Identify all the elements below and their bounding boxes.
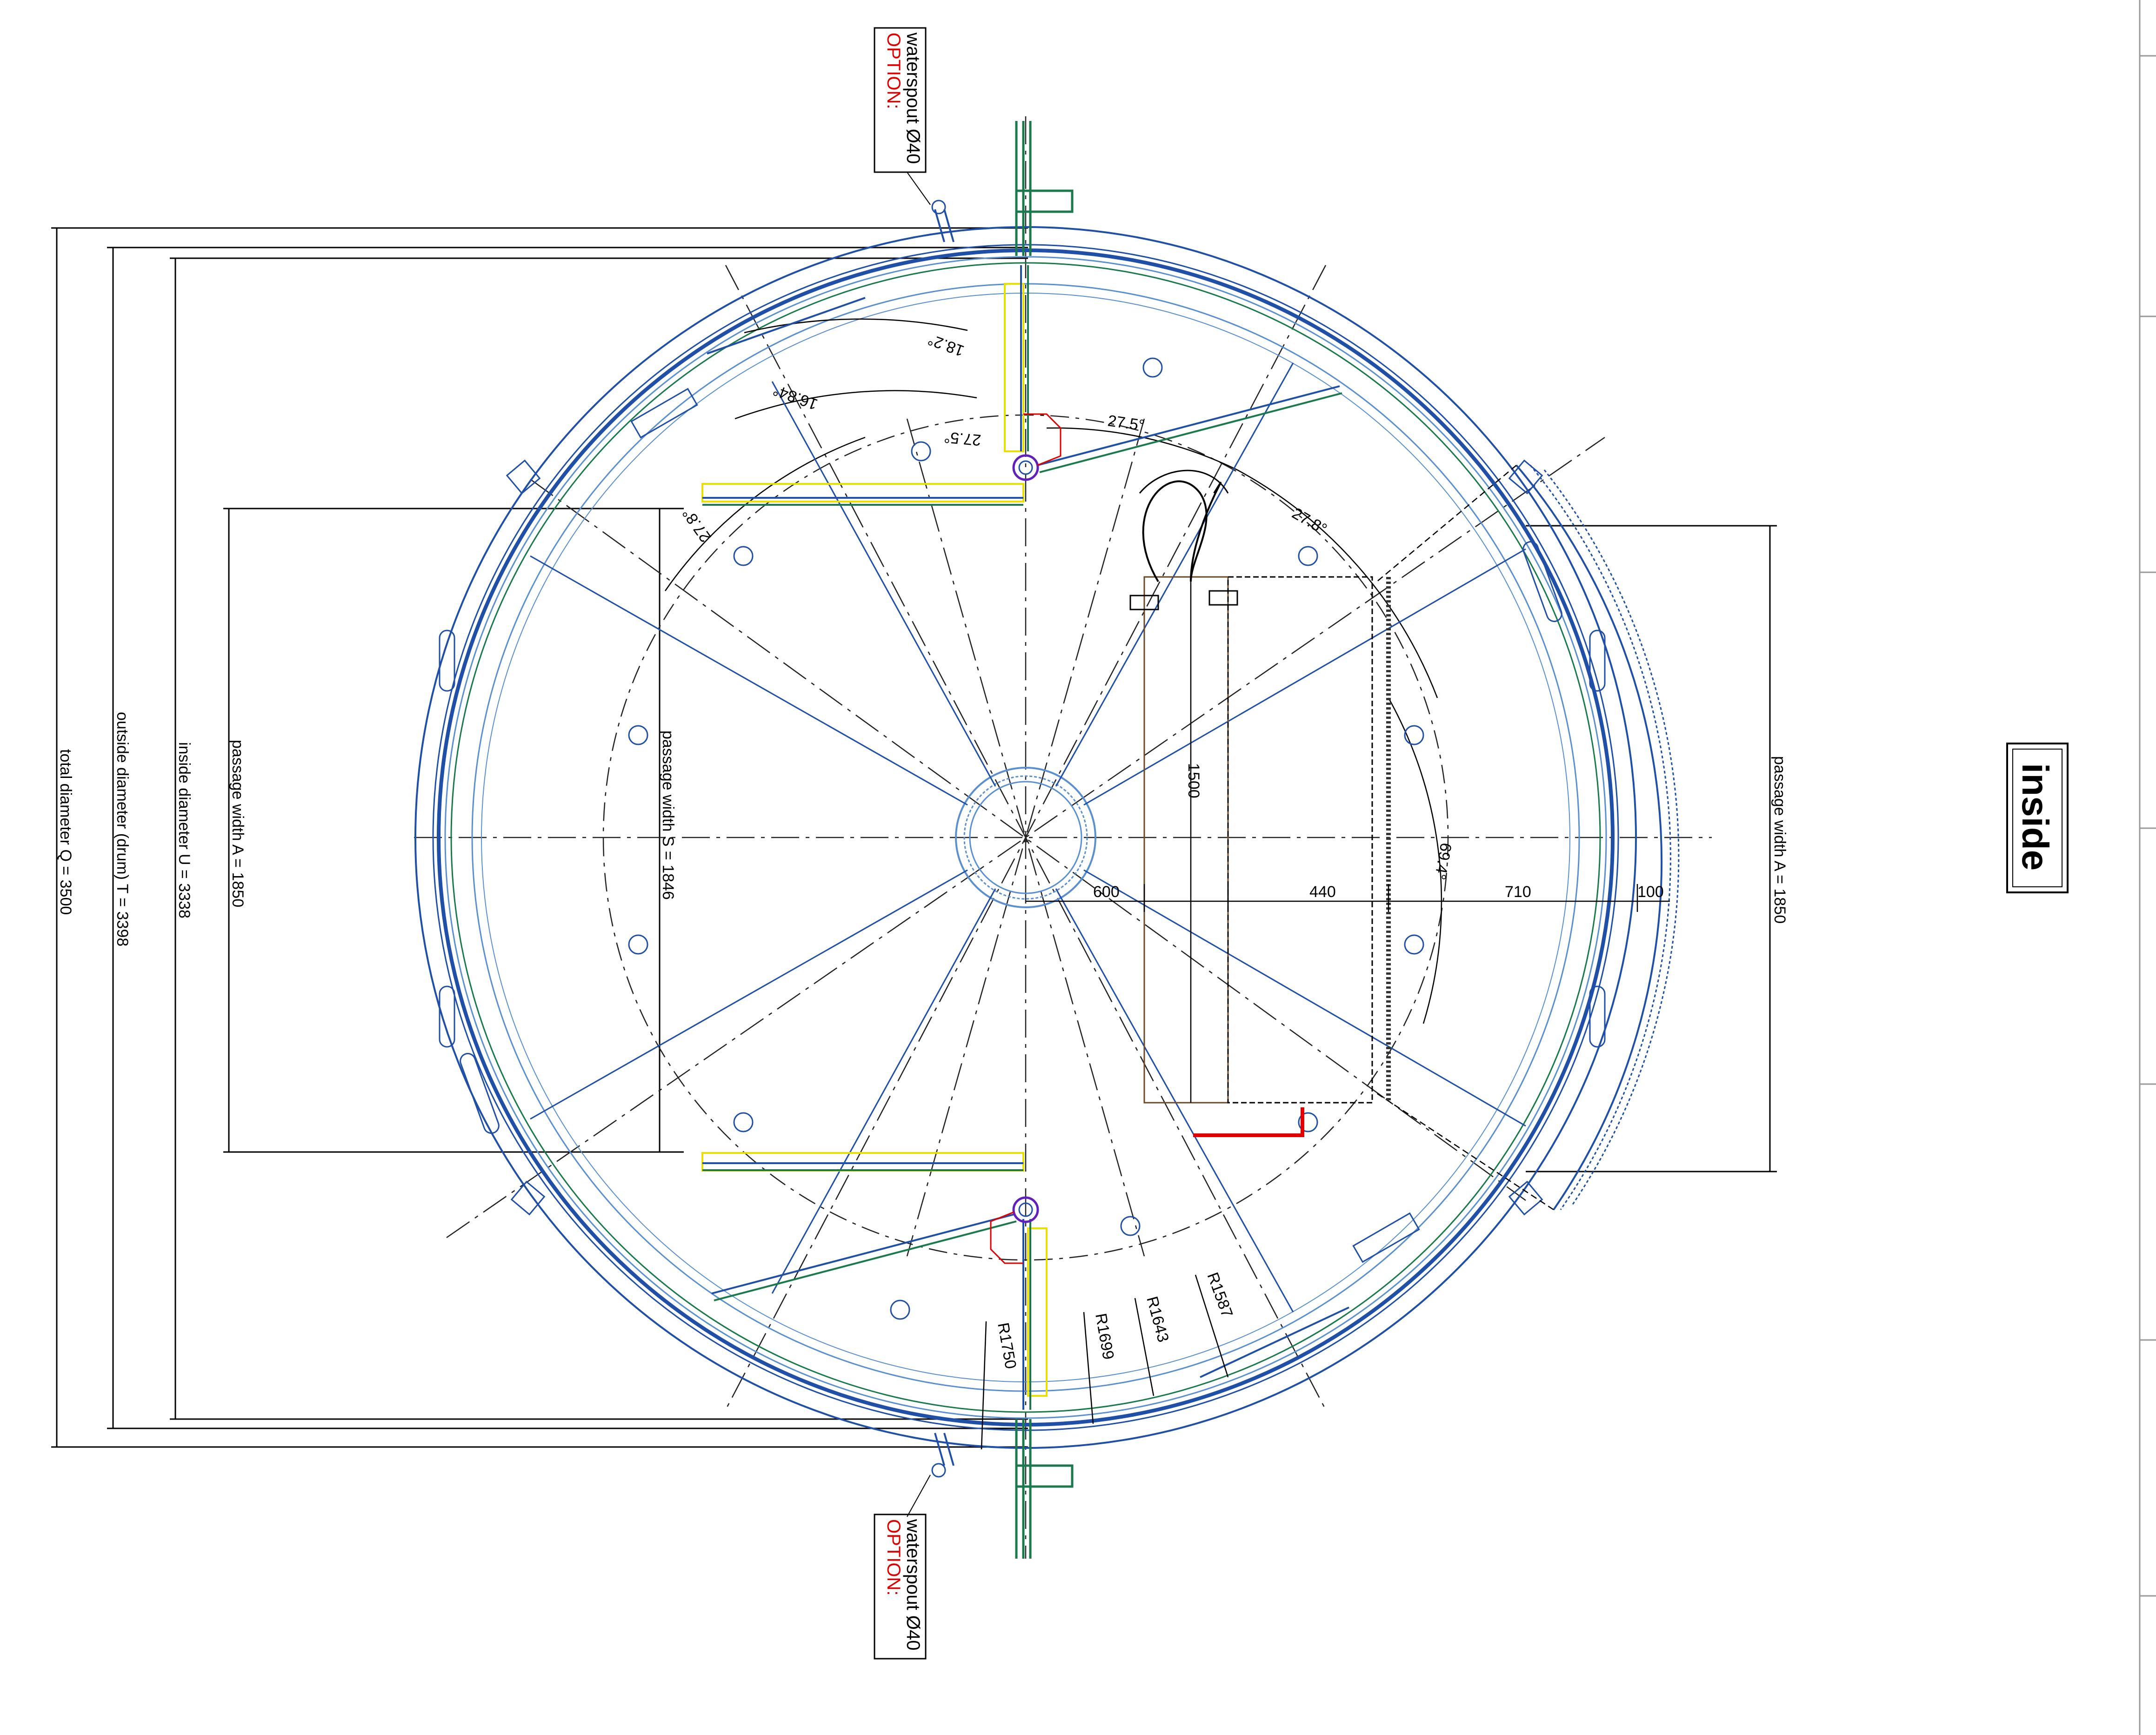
dim-passage-s: passage width S = 1846 [659,730,677,900]
option-box-bottom: OPTION: waterspout Ø40 [874,1514,927,1660]
dim-440: 440 [1309,883,1336,901]
left-dimension-lines [51,227,1777,1448]
angle-label: 27.8° [1289,504,1330,538]
dim-outside-diameter: outside diameter (drum) T = 3398 [113,712,131,946]
posts [1015,121,1074,1559]
option-box-top: OPTION: waterspout Ø40 [874,27,927,173]
radius-label: R1750 [994,1321,1020,1370]
slots [439,388,1606,1263]
view-label-box: inside [2006,743,2069,893]
dim-600: 600 [1093,883,1120,901]
angle-label: 18.2° [926,330,967,360]
dim-passage-a-left: passage width A = 1850 [229,740,247,907]
drain-holes [628,200,1424,1478]
radius-label: R1643 [1143,1294,1172,1344]
drum-circles [414,226,1637,1449]
view-label: inside [2015,763,2056,871]
dim-710: 710 [1505,883,1531,901]
waterspouts [907,172,955,1517]
center-lines [414,116,1712,1559]
sheet-frame [2139,0,2156,1735]
dim-total-diameter: total diameter Q = 3500 [57,749,74,915]
dim-inside-diameter: inside diameter U = 3338 [175,742,193,918]
radius-label: R1587 [1203,1270,1236,1320]
dim-1500: 1500 [1185,763,1202,798]
angle-arcs [664,318,1442,1024]
dim-100: 100 [1637,883,1664,901]
option-bottom-label: OPTION: [883,1519,904,1595]
linear-dimension-line [1026,577,1670,1103]
angle-label: 27.5° [943,428,982,449]
radius-label: R1699 [1092,1312,1117,1361]
right-door-swing [1376,464,1680,1211]
angle-label: 16.84° [771,381,820,413]
angle-label: 27.8° [679,505,715,545]
dim-passage-a-right: passage width A = 1850 [1771,756,1789,924]
radius-leaders [981,1274,1229,1450]
option-bottom-text: waterspout Ø40 [903,1519,923,1650]
angle-label: 69.4° [1431,842,1455,881]
option-top-text: waterspout Ø40 [903,32,923,164]
angle-label: 27.5° [1107,412,1146,435]
option-top-label: OPTION: [883,33,904,109]
internal-box [1129,469,1391,1137]
hinges [990,413,1061,1264]
radial-spokes [530,362,1526,1313]
